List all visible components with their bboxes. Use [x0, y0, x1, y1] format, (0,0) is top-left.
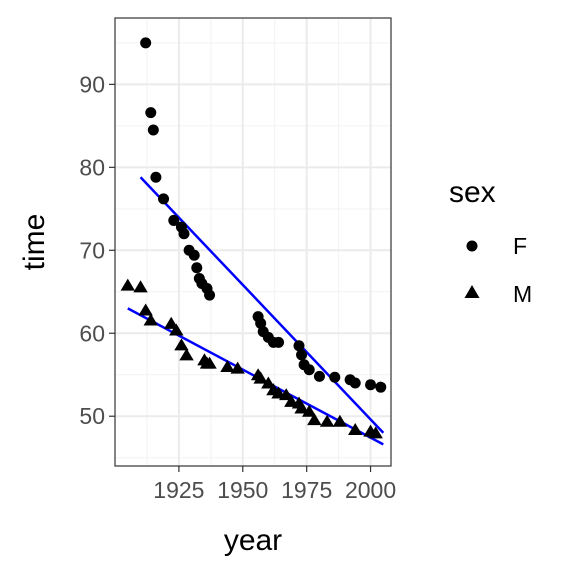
point-m	[253, 371, 268, 384]
point-m	[261, 376, 276, 389]
point-m	[307, 413, 322, 426]
point-f	[188, 249, 200, 261]
point-m	[220, 359, 235, 372]
point-f	[329, 371, 341, 383]
point-m	[179, 348, 194, 361]
point-m	[319, 414, 335, 427]
y-tick-label: 50	[79, 403, 105, 429]
legend: sex F M	[449, 176, 532, 307]
y-tick-label: 90	[79, 71, 105, 97]
x-tick-label: 2000	[345, 477, 396, 503]
point-f	[255, 317, 267, 329]
panel-border	[114, 17, 392, 467]
y-axis-title: time	[18, 214, 51, 271]
point-f	[313, 370, 325, 382]
point-f	[303, 364, 315, 376]
point-m	[174, 338, 189, 351]
legend-key-f-circle	[466, 240, 478, 252]
y-tick-label: 80	[79, 154, 105, 180]
legend-label-m: M	[513, 281, 532, 307]
point-f	[140, 37, 152, 49]
point-m	[169, 323, 184, 336]
point-m	[279, 388, 294, 401]
point-f	[296, 349, 308, 361]
point-m	[164, 316, 179, 329]
grid	[115, 18, 391, 466]
x-tick-label: 1975	[281, 477, 332, 503]
point-f	[150, 171, 162, 183]
point-f	[204, 289, 216, 301]
point-f	[365, 379, 377, 391]
point-f	[158, 193, 170, 205]
point-m	[133, 280, 148, 293]
point-f	[191, 262, 203, 274]
point-m	[230, 361, 245, 374]
point-f	[145, 107, 157, 119]
legend-label-f: F	[513, 233, 527, 259]
point-m	[332, 414, 348, 427]
x-tick-label: 1925	[153, 477, 204, 503]
fit-line-f	[139, 176, 385, 434]
point-m	[368, 426, 383, 439]
axes: 1925 1950 1975 2000 50 60 70 80 90	[79, 71, 396, 503]
point-m	[143, 313, 158, 326]
point-f	[293, 340, 305, 352]
point-f	[349, 377, 361, 389]
point-m	[202, 356, 217, 369]
legend-key-m-triangle	[464, 285, 480, 298]
x-tick-label: 1950	[217, 477, 268, 503]
point-m	[294, 401, 309, 414]
point-m	[348, 422, 363, 436]
data-points	[120, 37, 387, 439]
point-f	[147, 124, 159, 136]
y-tick-label: 70	[79, 237, 105, 263]
point-f	[168, 214, 180, 226]
legend-title: sex	[449, 176, 496, 209]
point-f	[273, 336, 285, 348]
point-f	[178, 228, 190, 240]
y-tick-label: 60	[79, 320, 105, 346]
point-m	[302, 404, 317, 417]
x-axis-title: year	[224, 524, 282, 557]
point-m	[120, 278, 135, 291]
point-m	[138, 303, 153, 316]
point-f	[375, 381, 387, 393]
